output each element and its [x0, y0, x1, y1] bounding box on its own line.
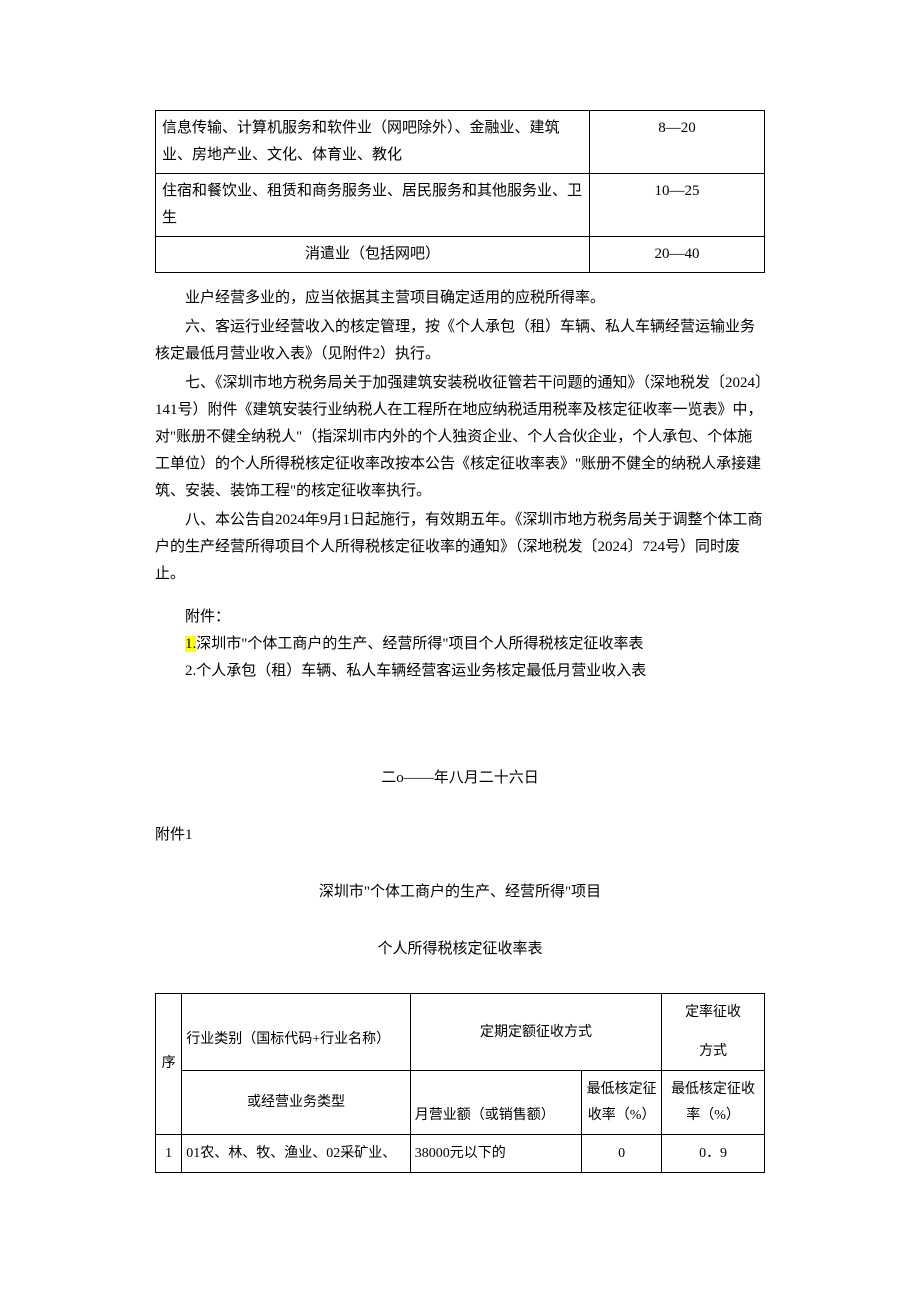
attachment-1-title-line2: 个人所得税核定征收率表 — [155, 936, 765, 963]
paragraph-multi-business: 业户经营多业的，应当依据其主营项目确定适用的应税所得率。 — [155, 285, 765, 312]
industry-rate: 8—20 — [590, 111, 765, 174]
cell-rate2: 0．9 — [662, 1134, 765, 1172]
industry-category: 住宿和餐饮业、租赁和商务服务业、居民服务和其他服务业、卫生 — [156, 174, 590, 237]
table-row: 信息传输、计算机服务和软件业（网吧除外）、金融业、建筑业、房地产业、文化、体育业… — [156, 111, 765, 174]
document-date: 二o——年八月二十六日 — [155, 765, 765, 792]
table-row: 消遣业（包括网吧） 20—40 — [156, 237, 765, 273]
industry-category: 信息传输、计算机服务和软件业（网吧除外）、金融业、建筑业、房地产业、文化、体育业… — [156, 111, 590, 174]
industry-category: 消遣业（包括网吧） — [156, 237, 590, 273]
attachments-label: 附件： — [155, 604, 765, 631]
paragraph-item7: 七、《深圳市地方税务局关于加强建筑安装税收征管若干问题的通知》（深地税发〔202… — [155, 370, 765, 505]
table-row: 1 01农、林、牧、渔业、02采矿业、 38000元以下的 0 0．9 — [156, 1134, 765, 1172]
attachments-section: 附件： 1.深圳市"个体工商户的生产、经营所得"项目个人所得税核定征收率表 2.… — [155, 604, 765, 685]
tax-rate-table: 序 行业类别（国标代码+行业名称） 定期定额征收方式 定率征收 方式 或经营业务… — [155, 993, 765, 1173]
header-min-rate-2: 最低核定征收率（%） — [662, 1071, 765, 1134]
header-rate-method-line1: 定率征收 — [666, 1000, 760, 1025]
industry-rate: 20—40 — [590, 237, 765, 273]
attachment-item-1: 1.深圳市"个体工商户的生产、经营所得"项目个人所得税核定征收率表 — [155, 631, 765, 658]
header-category-line2: 或经营业务类型 — [182, 1071, 411, 1134]
cell-seq: 1 — [156, 1134, 182, 1172]
table-row: 住宿和餐饮业、租赁和商务服务业、居民服务和其他服务业、卫生 10—25 — [156, 174, 765, 237]
attachment-item-2: 2.个人承包（租）车辆、私人车辆经营客运业务核定最低月营业收入表 — [155, 658, 765, 685]
cell-category: 01农、林、牧、渔业、02采矿业、 — [182, 1134, 411, 1172]
cell-rate1: 0 — [582, 1134, 662, 1172]
industry-rate-table: 信息传输、计算机服务和软件业（网吧除外）、金融业、建筑业、房地产业、文化、体育业… — [155, 110, 765, 273]
attachment-1-text: 深圳市"个体工商户的生产、经营所得"项目个人所得税核定征收率表 — [196, 636, 643, 652]
table-header-row-2: 或经营业务类型 月营业额（或销售额） 最低核定征收率（%） 最低核定征收率（%） — [156, 1071, 765, 1134]
header-min-rate-1: 最低核定征收率（%） — [582, 1071, 662, 1134]
attachment-1-label: 附件1 — [155, 822, 765, 849]
header-rate-method: 定率征收 方式 — [662, 994, 765, 1071]
industry-rate: 10—25 — [590, 174, 765, 237]
header-seq: 序 — [156, 994, 182, 1135]
header-category-line1: 行业类别（国标代码+行业名称） — [182, 994, 411, 1071]
table-header-row: 序 行业类别（国标代码+行业名称） 定期定额征收方式 定率征收 方式 — [156, 994, 765, 1071]
cell-amount: 38000元以下的 — [410, 1134, 581, 1172]
header-rate-method-line2: 方式 — [666, 1039, 760, 1064]
paragraph-item8: 八、本公告自2024年9月1日起施行，有效期五年。《深圳市地方税务局关于调整个体… — [155, 507, 765, 588]
paragraph-item6: 六、客运行业经营收入的核定管理，按《个人承包（租）车辆、私人车辆经营运输业务核定… — [155, 314, 765, 368]
attachment-1-title-line1: 深圳市"个体工商户的生产、经营所得"项目 — [155, 879, 765, 906]
highlight-marker: 1. — [185, 636, 196, 652]
header-monthly-amount: 月营业额（或销售额） — [410, 1071, 581, 1134]
header-periodic-method: 定期定额征收方式 — [410, 994, 661, 1071]
